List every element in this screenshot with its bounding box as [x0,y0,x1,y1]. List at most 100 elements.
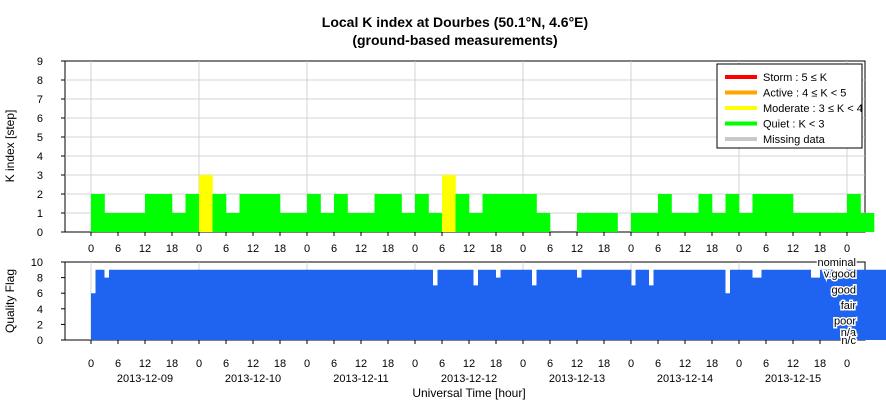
q-x-tick-label: 6 [439,358,445,370]
quality-y-ticks: 0 2 4 6 8 10 [31,257,65,347]
q-y-tick-label: 8 [37,273,43,285]
k-x-tick-label: 6 [223,243,229,255]
legend-label: Quiet : K < 3 [763,119,824,131]
k-index-bar [131,213,146,232]
k-index-bar [671,213,686,232]
q-x-tick-label: 12 [139,358,151,370]
k-x-tick-label: 12 [355,243,367,255]
q-x-tick-label: 18 [382,358,394,370]
q-x-tick-label: 12 [787,358,799,370]
k-index-bar [469,213,483,232]
q-y-tick-label: 4 [37,304,43,316]
k-index-bar [172,213,186,232]
k-x-tick-label: 12 [787,243,799,255]
quality-level-label: good [832,284,856,296]
date-label: 2013-12-15 [765,373,821,385]
k-index-bar [766,194,780,232]
k-index-bar [145,194,159,232]
k-index-bar [428,213,443,232]
k-index-bar [374,194,389,232]
q-x-tick-label: 6 [547,358,553,370]
chart-title: Local K index at Dourbes (50.1°N, 4.6°E) [322,14,588,30]
quality-x-ticks: 0 6 12 18 0 6 12 18 0 6 12 18 0 6 12 18 0 6 12 18 0 6 12 18 0 6 12… [88,340,850,370]
k-index-bar [442,175,456,232]
quality-level-label: poor [834,316,856,328]
quality-level-label: nominal [817,257,856,269]
k-index-bar [806,213,821,232]
k-x-tick-label: 18 [598,243,610,255]
k-index-bar [820,213,834,232]
k-index-bar [91,194,105,232]
k-index-bar [631,213,645,232]
date-label: 2013-12-13 [549,373,605,385]
k-index-bar [577,213,591,232]
k-index-bar [347,213,362,232]
q-x-tick-label: 12 [247,358,259,370]
q-y-tick-label: 10 [31,257,43,269]
k-y-tick-label: 4 [37,151,43,163]
k-index-bar [307,194,321,232]
quality-level-label: n/a [841,327,857,339]
k-x-tick-label: 0 [844,243,850,255]
k-y-tick-label: 3 [37,170,43,182]
date-label: 2013-12-09 [117,373,173,385]
k-index-bar [509,194,524,232]
k-x-tick-label: 6 [547,243,553,255]
q-x-tick-label: 6 [115,358,121,370]
k-x-tick-label: 0 [412,243,418,255]
q-x-tick-label: 0 [196,358,202,370]
date-label: 2013-12-12 [441,373,497,385]
q-x-tick-label: 6 [331,358,337,370]
k-index-bar [158,194,173,232]
q-x-tick-label: 12 [571,358,583,370]
k-index-bar [793,213,807,232]
k-x-tick-label: 6 [439,243,445,255]
k-x-tick-label: 12 [679,243,691,255]
k-index-bar [226,213,240,232]
k-index-bar [739,213,753,232]
q-y-tick-label: 0 [37,335,43,347]
q-x-tick-label: 0 [412,358,418,370]
q-x-tick-label: 0 [88,358,94,370]
k-y-tick-label: 8 [37,75,43,87]
q-x-tick-label: 18 [166,358,178,370]
k-x-tick-label: 18 [382,243,394,255]
k-index-bar [779,194,794,232]
k-index-bar [685,213,699,232]
date-label: 2013-12-10 [225,373,281,385]
q-x-tick-label: 6 [763,358,769,370]
k-index-bar [644,213,659,232]
k-y-tick-label: 2 [37,189,43,201]
k-x-tick-label: 6 [331,243,337,255]
k-index-x-ticks: 0 6 12 18 0 6 12 18 0 6 12 18 0 6 12 18 0 6 12 18 0 6 12 18 0 6 12… [88,232,850,255]
q-y-tick-label: 2 [37,319,43,331]
quality-panel: 0 2 4 6 8 10 0 6 12 18 0 6 12 18 0 6 12 18 0 6 12 18 0 6 12 18 0 6… [3,256,886,400]
date-label: 2013-12-11 [333,373,388,385]
chart-subtitle: (ground-based measurements) [352,32,557,48]
k-index-bar [293,213,308,232]
legend-label: Active : 4 ≤ K < 5 [763,88,846,100]
k-index-bar [266,194,281,232]
k-index-bar [604,213,618,232]
k-index-bar [752,194,767,232]
legend: Storm : 5 ≤ K Active : 4 ≤ K < 5 Moderate … [716,63,863,149]
k-x-tick-label: 18 [814,243,826,255]
q-x-tick-label: 0 [628,358,634,370]
k-y-tick-label: 1 [37,208,43,220]
k-index-bar [590,213,605,232]
quality-level-label: v.good [824,269,856,281]
k-x-tick-label: 0 [736,243,742,255]
quality-flag-area [91,269,886,340]
q-x-tick-label: 6 [223,358,229,370]
date-labels: 2013-12-09 2013-12-10 2013-12-11 2013-12-12… [117,373,821,385]
k-index-bar [320,213,335,232]
q-x-tick-label: 18 [274,358,286,370]
k-index-bar [712,213,726,232]
q-x-tick-label: 0 [520,358,526,370]
q-x-tick-label: 12 [679,358,691,370]
k-index-bar [725,194,740,232]
q-y-tick-label: 6 [37,288,43,300]
